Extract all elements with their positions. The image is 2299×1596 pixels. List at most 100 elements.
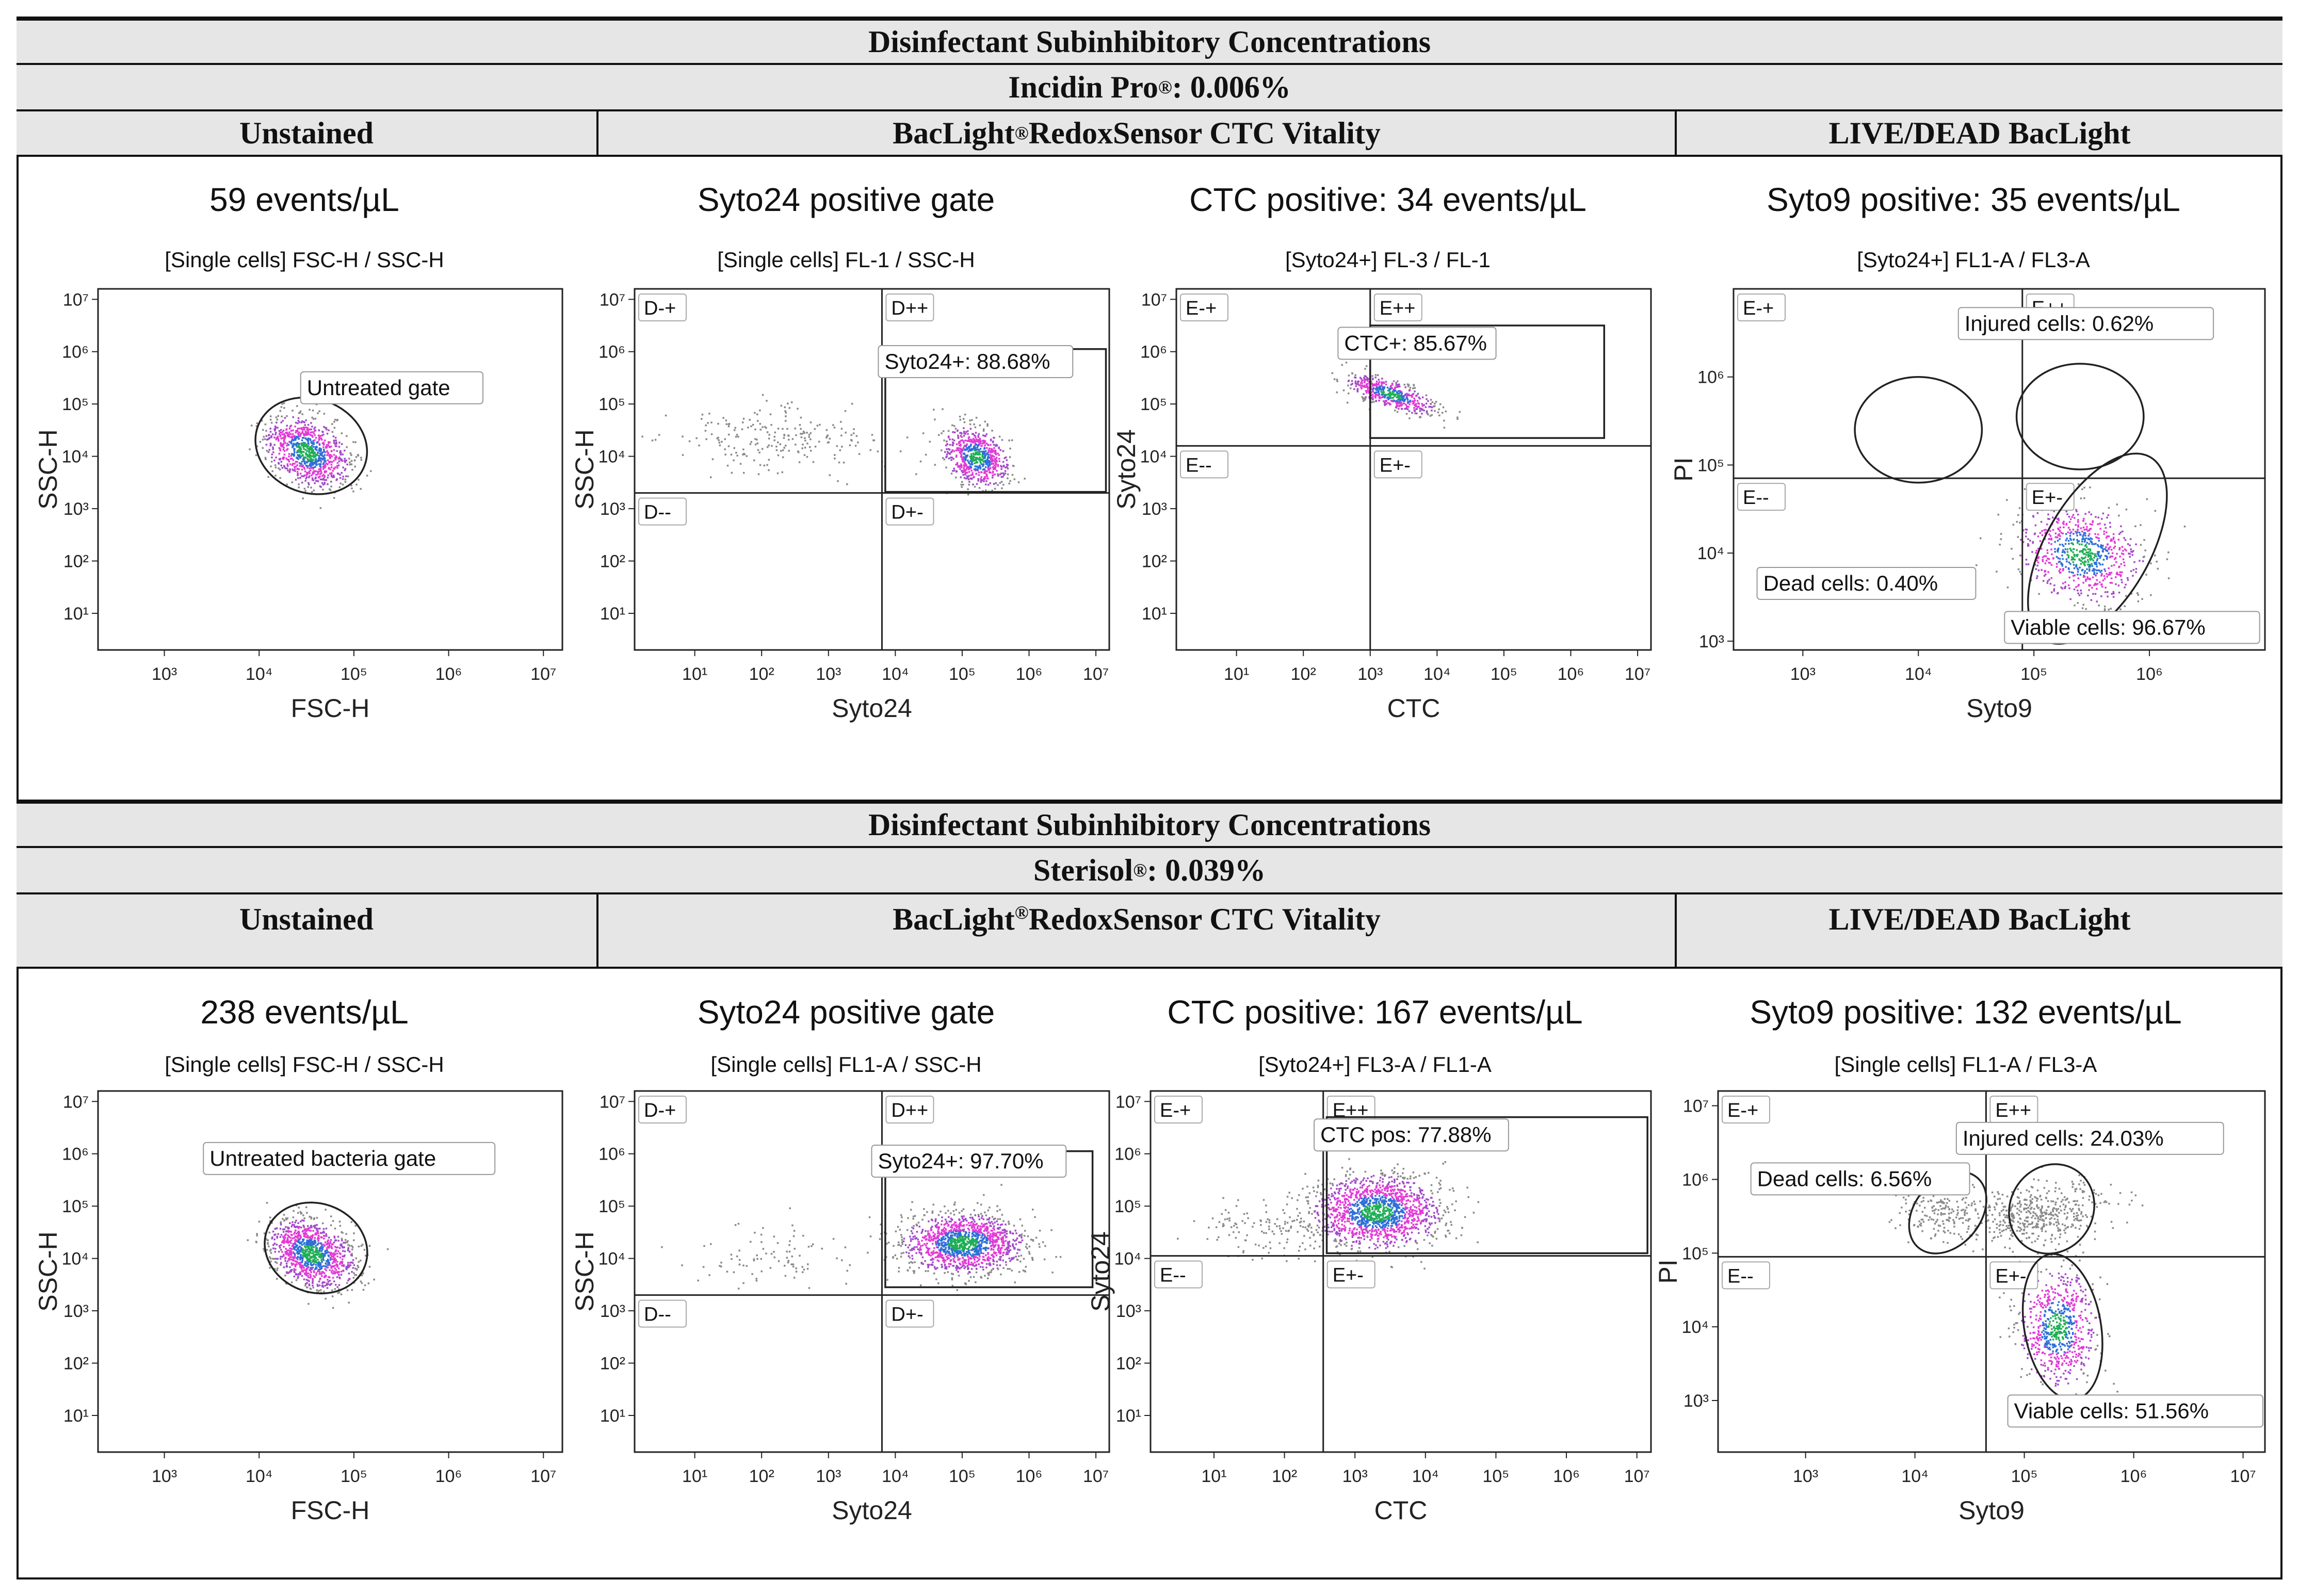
x-tick-label: 10³ (816, 664, 841, 684)
quadrant-label: D-+ (638, 294, 687, 321)
gate-label: Dead cells: 6.56% (1750, 1162, 1970, 1196)
event-dots (1331, 362, 1461, 429)
top-col-unstained: Unstained (17, 111, 596, 155)
panel-gate-title: [Single cells] FL1-A / FL3-A (1834, 1052, 2097, 1077)
x-tick-label: 10⁷ (1625, 664, 1650, 684)
x-axis-label: FSC-H (291, 1496, 370, 1525)
x-tick-label: 10¹ (682, 664, 707, 684)
event-dots (1177, 1143, 1480, 1279)
gate-ellipse (2015, 363, 2145, 470)
y-tick-label: 10² (600, 552, 625, 572)
quadrant-label-text: D-- (644, 1304, 671, 1326)
quadrant-label-text: E-+ (1743, 298, 1774, 319)
gate-label-box (871, 1144, 1067, 1178)
x-tick-label: 10⁵ (1482, 1467, 1509, 1486)
y-tick-label: 10³ (600, 499, 625, 519)
x-tick-label: 10⁴ (1423, 664, 1450, 684)
y-tick-label: 10⁴ (1114, 1249, 1141, 1269)
y-tick-label: 10⁷ (1683, 1097, 1709, 1116)
gate-label-text: Untreated gate (307, 376, 450, 400)
y-tick-label: 10⁶ (598, 1145, 625, 1164)
x-tick-label: 10² (749, 1467, 774, 1486)
x-tick-label: 10³ (1342, 1467, 1368, 1486)
panel-top-syto24: Syto24 positive gate [Single cells] FL-1… (568, 181, 1125, 774)
quadrant-label-text: E-- (1727, 1265, 1754, 1287)
gate-ellipse (1854, 376, 1983, 484)
gate-label-box (1750, 1162, 1970, 1196)
y-tick-label: 10⁴ (1682, 1317, 1709, 1337)
quadrant-label: E-- (1154, 1260, 1203, 1289)
quadrant-label-box (885, 294, 934, 321)
quadrant-label: E++ (1373, 294, 1422, 321)
panel-title: Syto24 positive gate (697, 181, 995, 218)
x-tick-label: 10⁶ (2136, 664, 2163, 684)
quadrant-label-box (1722, 1261, 1770, 1290)
top-concentration: : 0.006% (1172, 70, 1291, 104)
figure-frame (17, 17, 2282, 1579)
event-dots (1976, 483, 2186, 644)
panel-bottom-ctc: CTC positive: 167 events/µL [Syto24+] FL… (1083, 993, 1666, 1576)
panel-bottom-syto24: Syto24 positive gate [Single cells] FL1-… (568, 993, 1125, 1576)
top-col-ctc-reg: ® (1014, 123, 1029, 143)
y-tick-label: 10³ (63, 1301, 89, 1321)
x-tick-label: 10⁶ (435, 664, 462, 684)
x-axis-label: CTC (1374, 1496, 1428, 1525)
scatter-plot: 10¹ 10² 10³ 10⁴ 10⁵ 10⁶ 10⁷ 10¹ 10² 10³ 10⁴ 10⁵ 10⁶ 1… (1112, 288, 1652, 723)
scatter-plot: 10¹ 10² 10³ 10⁴ 10⁵ 10⁶ 10⁷ 10¹ 10² 10³ 10⁴ 10⁵ 10⁶ 1… (1086, 1090, 1652, 1525)
y-tick-label: 10³ (1683, 1391, 1709, 1411)
quadrant-label-text: E-- (1743, 487, 1769, 509)
x-tick-label: 10⁴ (246, 664, 272, 684)
gate-label-box (878, 345, 1074, 379)
gate-label-box (2007, 1394, 2263, 1428)
section-divider (17, 800, 2282, 802)
gate-label: Untreated bacteria gate (203, 1142, 496, 1175)
x-tick-label: 10⁵ (2011, 1467, 2038, 1486)
x-tick-label: 10⁶ (1016, 664, 1043, 684)
x-tick-label: 10⁵ (341, 1467, 367, 1486)
y-tick-label: 10⁶ (1697, 368, 1724, 387)
top-column-headers: Unstained BacLight ® RedoxSensor CTC Vital… (17, 109, 2282, 157)
gate-label-box (1314, 1118, 1509, 1152)
gate-ellipse (264, 1201, 368, 1295)
x-axis-label: Syto24 (832, 694, 912, 723)
quadrant-label-box (885, 1299, 934, 1328)
quadrant-label: E+- (1989, 1261, 2038, 1290)
quadrant-label-text: E+- (1333, 1265, 1364, 1286)
x-tick-label: 10⁷ (1083, 1467, 1109, 1486)
y-axis-label: PI (1654, 1259, 1682, 1283)
y-tick-label: 10¹ (600, 1406, 625, 1426)
top-disinfectant: Incidin Pro (1008, 70, 1158, 104)
y-axis-label: Syto24 (1112, 429, 1141, 510)
panel-title: Syto24 positive gate (697, 994, 995, 1031)
event-dots (249, 399, 372, 509)
x-axis-label: CTC (1387, 694, 1440, 723)
gate-label-box (2004, 611, 2260, 644)
scatter-plot: 10³ 10⁴ 10⁵ 10⁶ 10⁷ 10³ 10⁴ 10⁵ 10⁶ 10⁷ Syto9 PI E-+… (1654, 1090, 2266, 1525)
bottom-disinfectant: Sterisol (1033, 853, 1134, 887)
y-axis-label: SSC-H (34, 429, 62, 510)
quadrant-label: E+- (2026, 483, 2075, 511)
quadrant-label-box (1373, 294, 1422, 321)
x-tick-label: 10⁷ (1624, 1467, 1650, 1486)
top-col-ctc-label-b: RedoxSensor CTC Vitality (1028, 116, 1381, 150)
x-tick-label: 10⁷ (1083, 664, 1109, 684)
scatter-plot: 10³ 10⁴ 10⁵ 10⁶ 10⁷ 10¹ 10² 10³ 10⁴ 10⁵ 10⁶ 10⁷ FSC-… (34, 288, 563, 723)
gate-label-box (1756, 566, 1977, 600)
x-tick-label: 10³ (1793, 1467, 1818, 1486)
y-tick-label: 10⁴ (62, 447, 89, 467)
x-tick-label: 10⁵ (1491, 664, 1517, 684)
y-tick-label: 10¹ (1116, 1406, 1141, 1426)
x-tick-label: 10⁷ (530, 664, 556, 684)
panel-title: 238 events/µL (200, 994, 409, 1031)
y-tick-label: 10¹ (63, 1406, 89, 1426)
quadrant-label-box (1326, 1260, 1375, 1289)
y-tick-label: 10⁵ (1682, 1244, 1709, 1263)
y-tick-label: 10³ (1142, 499, 1167, 519)
gate-label: Untreated gate (300, 371, 484, 404)
x-axis-label: Syto24 (832, 1496, 912, 1525)
bottom-col-ctc: BacLight ® RedoxSensor CTC Vitality (596, 894, 1675, 967)
panel-gate-title: [Single cells] FSC-H / SSC-H (165, 248, 444, 272)
x-tick-label: 10⁵ (2020, 664, 2047, 684)
y-tick-label: 10⁵ (62, 395, 89, 414)
top-title-text: Disinfectant Subinhibitory Concentration… (868, 24, 1431, 59)
